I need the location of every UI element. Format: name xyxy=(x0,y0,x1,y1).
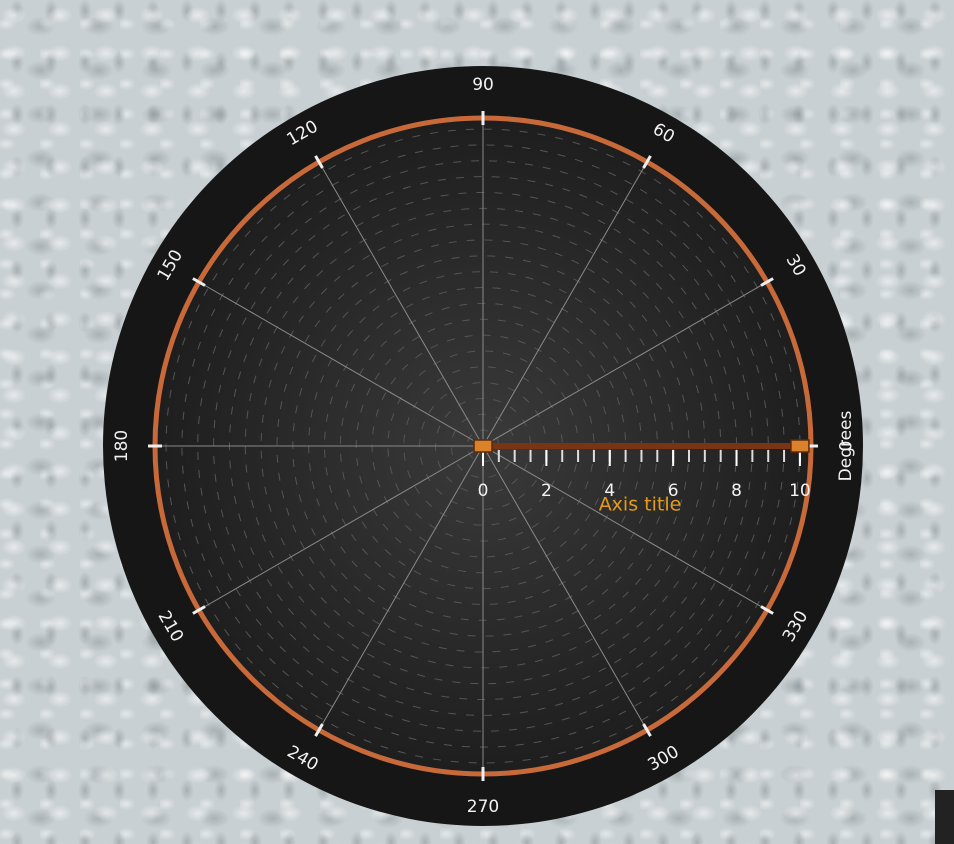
range-handle xyxy=(473,439,493,453)
angular-tick-label: 90 xyxy=(472,75,494,95)
angular-tick-label: 0 xyxy=(834,441,854,452)
angular-grid-line xyxy=(198,281,484,447)
angular-tick xyxy=(192,277,206,287)
angular-grid-line xyxy=(482,445,768,611)
angular-grid-line xyxy=(318,161,484,447)
angular-axis-title: Degrees xyxy=(836,410,856,481)
radial-tick-label: 0 xyxy=(478,481,489,501)
angular-tick xyxy=(760,277,774,287)
angular-tick xyxy=(642,723,652,737)
angular-tick xyxy=(192,605,206,615)
window-edge xyxy=(935,790,954,844)
radial-tick-label: 4 xyxy=(604,481,615,501)
radial-tick-label: 2 xyxy=(541,481,552,501)
angular-tick xyxy=(642,155,652,169)
angular-tick-label: 180 xyxy=(112,430,132,462)
radial-axis-title: Axis title xyxy=(599,494,682,516)
angular-tick xyxy=(760,605,774,615)
angular-grid-line xyxy=(482,445,648,731)
angular-tick-label: 270 xyxy=(467,797,499,817)
angular-grid-line xyxy=(198,445,484,611)
angular-grid-line xyxy=(318,445,484,731)
radial-tick-label: 6 xyxy=(668,481,679,501)
angular-tick xyxy=(314,723,324,737)
radial-tick-label: 10 xyxy=(789,481,811,501)
radial-tick-label: 8 xyxy=(731,481,742,501)
angular-tick xyxy=(314,155,324,169)
angular-grid-line xyxy=(482,281,768,447)
range-handle xyxy=(790,439,810,453)
angular-grid-line xyxy=(482,161,648,447)
